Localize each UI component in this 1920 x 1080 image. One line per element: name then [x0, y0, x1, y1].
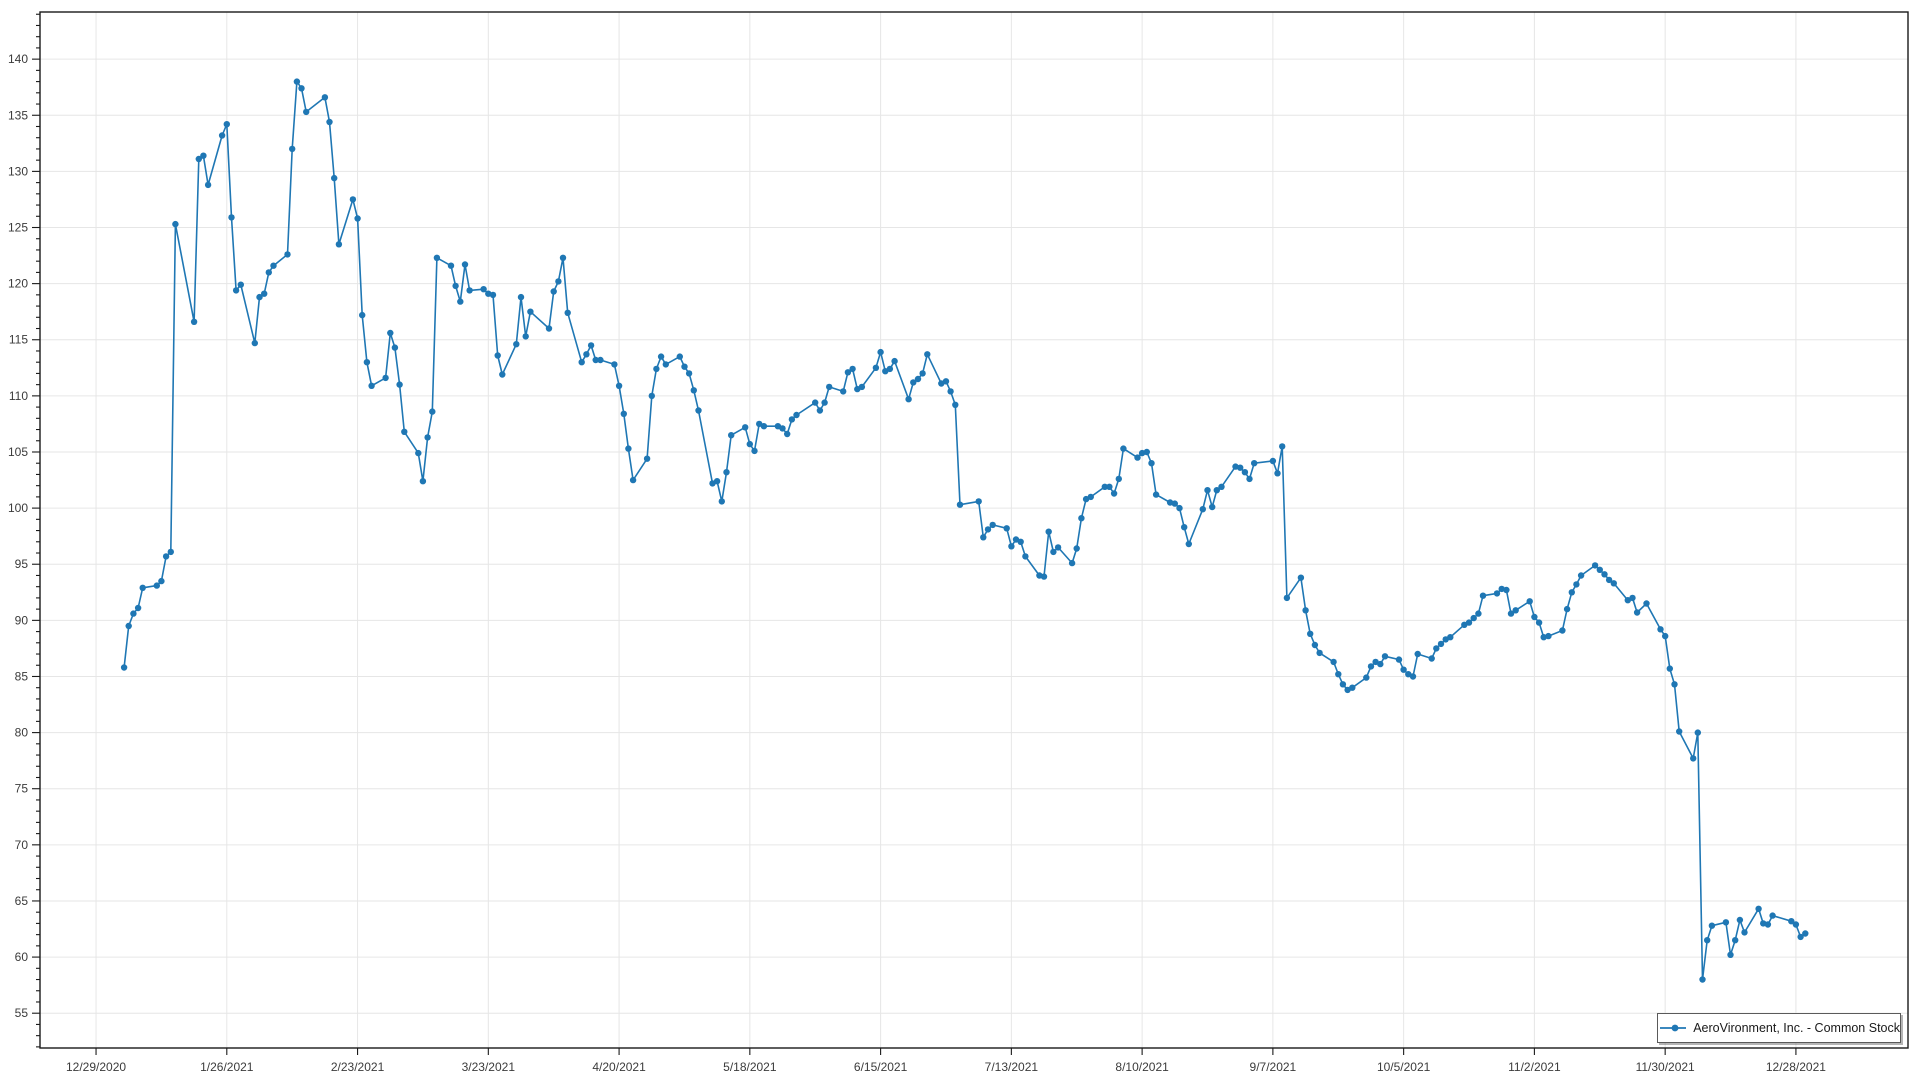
x-axis-tick-label: 6/15/2021 [854, 1060, 908, 1074]
y-axis-tick-label: 85 [15, 669, 29, 683]
y-axis-tick-label: 110 [9, 389, 28, 403]
x-axis-tick-label: 9/7/2021 [1250, 1060, 1297, 1074]
y-axis-tick-label: 130 [8, 164, 28, 178]
x-axis-tick-label: 10/5/2021 [1377, 1060, 1431, 1074]
gridlines [40, 12, 1908, 1048]
legend-series-label: AeroVironment, Inc. - Common Stock [1693, 1021, 1900, 1035]
x-axis-tick-label: 11/2/2021 [1508, 1060, 1561, 1074]
x-axis-tick-label: 12/28/2021 [1766, 1060, 1826, 1074]
y-axis-tick-label: 125 [8, 221, 28, 235]
legend-line-marker-icon [1660, 1024, 1687, 1032]
price-line-series [120, 78, 1809, 983]
y-axis-tick-label: 55 [15, 1006, 29, 1020]
plot-border [39, 11, 1909, 1049]
y-axis-tick-label: 80 [15, 726, 29, 740]
y-axis-tick-label: 70 [15, 838, 29, 852]
tick-labels: 55 60 65 70 75 80 85 90 95 100 105 110 115 120 125 130 1… [8, 52, 1826, 1074]
x-axis-tick-label: 3/23/2021 [462, 1060, 516, 1074]
legend: AeroVironment, Inc. - Common Stock [1657, 1013, 1901, 1043]
axes [39, 11, 1909, 1049]
x-axis-tick-label: 2/23/2021 [331, 1060, 385, 1074]
x-axis-tick-label: 12/29/2020 [66, 1060, 126, 1074]
y-axis-tick-label: 115 [9, 333, 28, 347]
x-axis-tick-label: 8/10/2021 [1115, 1060, 1169, 1074]
y-axis-tick-label: 100 [8, 501, 28, 515]
series-markers [120, 78, 1809, 983]
y-axis-tick-label: 120 [8, 277, 28, 291]
x-axis-tick-label: 4/20/2021 [592, 1060, 646, 1074]
x-axis-tick-label: 1/26/2021 [200, 1060, 254, 1074]
x-axis-tick-label: 11/30/2021 [1636, 1060, 1695, 1074]
x-axis-tick-label: 5/18/2021 [723, 1060, 777, 1074]
y-axis-tick-label: 105 [8, 445, 28, 459]
y-axis-tick-label: 135 [8, 108, 28, 122]
y-axis-tick-label: 60 [15, 950, 29, 964]
y-axis-tick-label: 75 [15, 782, 29, 796]
y-axis-tick-label: 95 [15, 557, 29, 571]
y-axis-tick-label: 90 [15, 613, 29, 627]
y-axis-tick-label: 140 [8, 52, 28, 66]
tick-marks [32, 13, 1797, 1055]
y-axis-tick-label: 65 [15, 894, 29, 908]
x-axis-tick-label: 7/13/2021 [985, 1060, 1039, 1074]
